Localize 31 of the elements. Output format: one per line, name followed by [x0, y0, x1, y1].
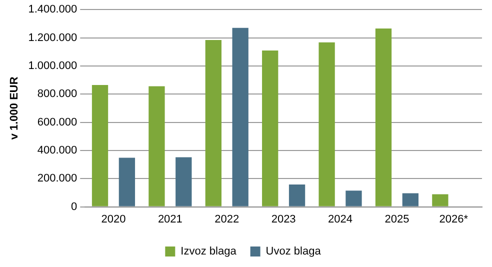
bar — [92, 84, 108, 206]
y-axis-title: v 1.000 EUR — [8, 76, 21, 140]
x-tick-label: 2022 — [214, 213, 240, 226]
y-tick-label: 600.000 — [37, 116, 78, 128]
bar — [375, 28, 392, 206]
bar — [176, 157, 192, 206]
x-tick-label: 2020 — [101, 213, 126, 226]
y-tick-label: 200.000 — [37, 172, 78, 185]
bar — [205, 40, 222, 206]
bar — [232, 28, 248, 206]
bar — [262, 50, 278, 206]
bar — [118, 158, 136, 206]
y-tick-label: 1.000.000 — [28, 60, 78, 72]
y-tick-label: 1.200.000 — [28, 32, 78, 44]
bar — [432, 194, 448, 206]
x-tick-label: 2024 — [328, 213, 353, 226]
legend-label: Izvoz blaga — [180, 246, 238, 258]
bar — [346, 190, 362, 206]
y-tick-label: 0 — [71, 200, 78, 213]
x-tick-label: 2021 — [158, 213, 182, 226]
bar — [402, 193, 418, 206]
x-tick-label: 2023 — [271, 213, 296, 226]
bar — [148, 86, 165, 206]
bar — [288, 184, 306, 206]
x-tick-label: 2026* — [439, 213, 469, 226]
y-tick-label: 400.000 — [37, 144, 78, 156]
bar — [318, 42, 335, 206]
legend-label: Uvoz blaga — [266, 246, 322, 258]
y-tick-label: 800.000 — [37, 88, 78, 100]
x-tick-label: 2025 — [384, 213, 410, 226]
y-tick-label: 1.400.000 — [28, 4, 78, 16]
